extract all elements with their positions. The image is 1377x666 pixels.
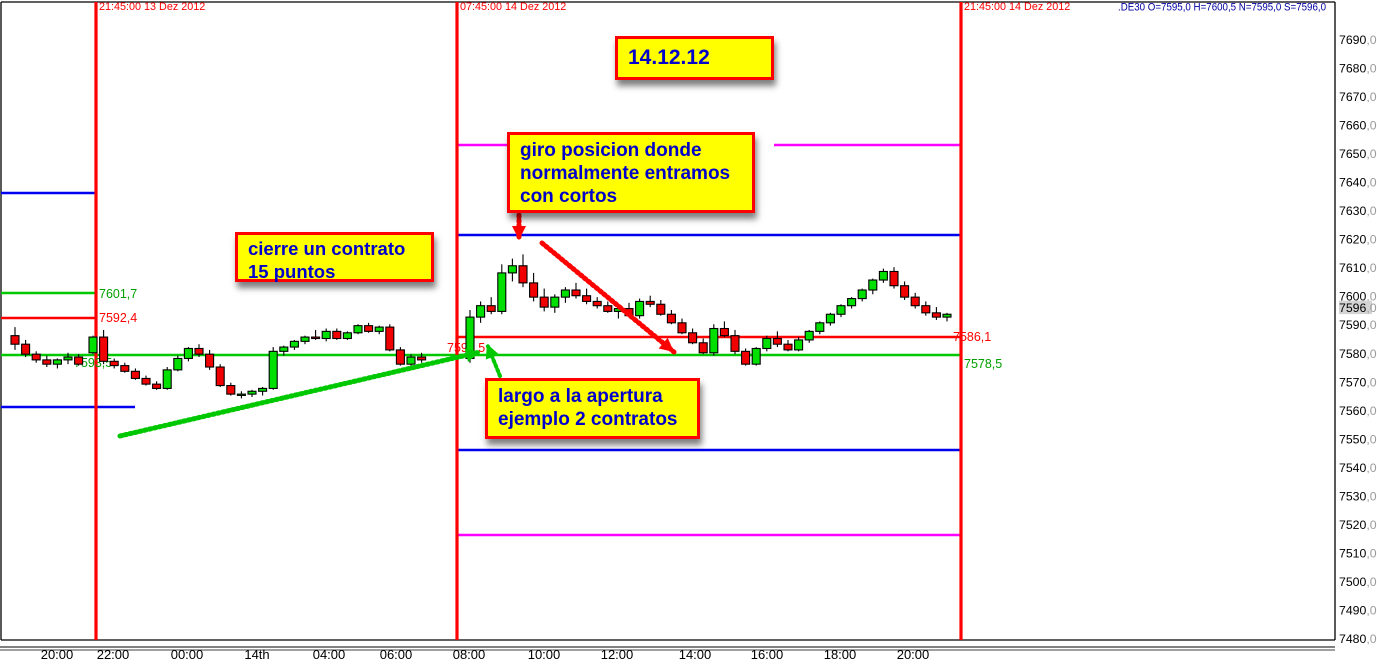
svg-text:7570,0: 7570,0 bbox=[1339, 375, 1377, 389]
svg-text:7560,0: 7560,0 bbox=[1339, 404, 1377, 418]
svg-text:16:00: 16:00 bbox=[751, 647, 784, 662]
svg-text:20:00: 20:00 bbox=[41, 647, 74, 662]
svg-text:7520,0: 7520,0 bbox=[1339, 518, 1377, 532]
svg-text:20:00: 20:00 bbox=[897, 647, 930, 662]
svg-text:7640,0: 7640,0 bbox=[1339, 176, 1377, 190]
svg-text:7580,0: 7580,0 bbox=[1339, 347, 1377, 361]
svg-text:21:45:00 14 Dez 2012: 21:45:00 14 Dez 2012 bbox=[964, 1, 1070, 13]
svg-text:7550,0: 7550,0 bbox=[1339, 432, 1377, 446]
svg-text:7480,0: 7480,0 bbox=[1339, 632, 1377, 646]
svg-text:7630,0: 7630,0 bbox=[1339, 204, 1377, 218]
svg-text:08:00: 08:00 bbox=[453, 647, 486, 662]
svg-text:7601,7: 7601,7 bbox=[99, 287, 137, 301]
svg-text:7590,0: 7590,0 bbox=[1339, 318, 1377, 332]
svg-text:7660,0: 7660,0 bbox=[1339, 119, 1377, 133]
svg-text:7592,4: 7592,4 bbox=[99, 311, 137, 325]
svg-text:10:00: 10:00 bbox=[528, 647, 561, 662]
svg-text:7540,0: 7540,0 bbox=[1339, 461, 1377, 475]
svg-text:7650,0: 7650,0 bbox=[1339, 147, 1377, 161]
svg-text:7610,0: 7610,0 bbox=[1339, 261, 1377, 275]
svg-text:21:45:00 13 Dez 2012: 21:45:00 13 Dez 2012 bbox=[99, 1, 205, 13]
svg-text:7586,1: 7586,1 bbox=[953, 330, 991, 344]
svg-text:7490,0: 7490,0 bbox=[1339, 604, 1377, 618]
svg-text:7620,0: 7620,0 bbox=[1339, 233, 1377, 247]
svg-text:7670,0: 7670,0 bbox=[1339, 90, 1377, 104]
svg-text:22:00: 22:00 bbox=[97, 647, 130, 662]
svg-text:7680,0: 7680,0 bbox=[1339, 62, 1377, 76]
svg-text:7596,0: 7596,0 bbox=[1339, 301, 1377, 315]
svg-text:7510,0: 7510,0 bbox=[1339, 546, 1377, 560]
svg-text:.DE30 O=7595,0 H=7600,5 N=7595: .DE30 O=7595,0 H=7600,5 N=7595,0 S=7596,… bbox=[1118, 2, 1326, 14]
svg-text:7530,0: 7530,0 bbox=[1339, 489, 1377, 503]
svg-text:00:00: 00:00 bbox=[171, 647, 204, 662]
svg-text:04:00: 04:00 bbox=[313, 647, 346, 662]
svg-text:7690,0: 7690,0 bbox=[1339, 33, 1377, 47]
svg-text:7578,5: 7578,5 bbox=[964, 357, 1002, 371]
svg-text:18:00: 18:00 bbox=[824, 647, 857, 662]
svg-text:14:00: 14:00 bbox=[679, 647, 712, 662]
svg-text:7500,0: 7500,0 bbox=[1339, 575, 1377, 589]
svg-text:12:00: 12:00 bbox=[601, 647, 634, 662]
svg-text:14th: 14th bbox=[244, 647, 269, 662]
svg-text:06:00: 06:00 bbox=[380, 647, 413, 662]
svg-text:07:45:00 14 Dez 2012: 07:45:00 14 Dez 2012 bbox=[460, 1, 566, 13]
